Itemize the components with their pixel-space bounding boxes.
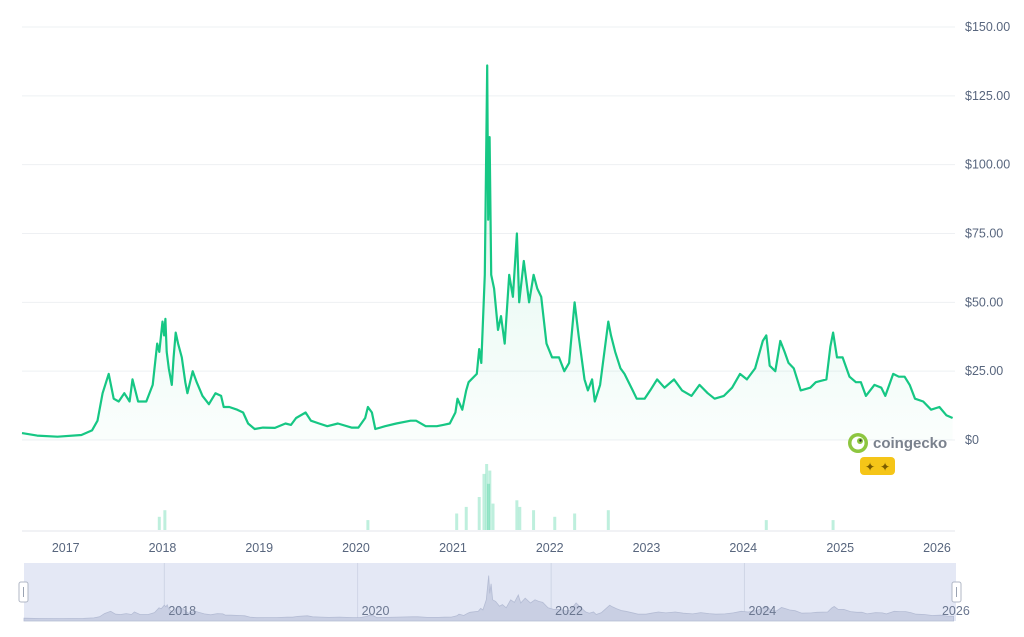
volume-bar [532,510,536,530]
navigator-labels: 2018 2020 2022 2024 2026 [168,604,970,618]
navigator-mini-chart [23,575,954,622]
x-tick-label: 2023 [633,541,661,555]
x-tick-label: 2025 [826,541,854,555]
x-tick-label: 2019 [245,541,273,555]
volume-bar [477,497,481,530]
volume-bar [573,513,577,530]
navigator-tick-label: 2024 [748,604,776,618]
price-line [21,64,954,438]
volume-bar [487,483,490,530]
x-tick-label: 2021 [439,541,467,555]
volume-bar [488,470,492,530]
price-line-layer [21,64,954,438]
y-tick-label: $0 [965,433,979,447]
x-tick-label: 2018 [149,541,177,555]
y-tick-label: $150.00 [965,20,1010,34]
x-axis-labels: 2017 2018 2019 2020 2021 2022 2023 2024 2025 2026 [22,530,955,555]
volume-bar [485,464,489,530]
y-tick-label: $100.00 [965,158,1010,172]
y-tick-label: $125.00 [965,89,1010,103]
gecko-logo-icon [848,433,868,453]
volume-bar [606,510,610,530]
y-tick-label: $75.00 [965,227,1003,241]
x-tick-label: 2026 [923,541,951,555]
svg-text:✦: ✦ [880,460,890,474]
x-tick-label: 2024 [729,541,757,555]
x-tick-label: 2022 [536,541,564,555]
volume-bar [831,520,835,530]
volume-bar [366,520,370,530]
navigator-right-handle[interactable] [951,581,962,603]
volume-bar [464,506,468,530]
navigator-tick-label: 2022 [555,604,583,618]
x-tick-label: 2020 [342,541,370,555]
volume-bar [515,500,519,530]
volume-bar [764,520,768,530]
volume-bar [163,510,167,530]
volume-bar [491,503,495,530]
price-area-fill [22,65,953,440]
y-tick-label: $50.00 [965,295,1003,309]
volume-bar [157,516,161,530]
y-axis-labels: $0 $25.00 $50.00 $75.00 $100.00 $125.00 $150.0… [965,20,1010,447]
price-area [22,65,953,440]
coingecko-brand-text: coingecko [873,435,947,452]
volume-bar [518,506,522,530]
svg-text:✦: ✦ [865,460,875,474]
navigator-tick-label: 2018 [168,604,196,618]
volume-bar [553,516,557,530]
coingecko-watermark: coingecko ✦ ✦ [848,433,947,475]
y-tick-label: $25.00 [965,364,1003,378]
navigator-tick-label: 2020 [362,604,390,618]
volume-bar [482,473,486,530]
navigator-series [23,575,954,622]
volume-bars [157,464,835,530]
navigator-tick-label: 2026 [942,604,970,618]
sparkle-icon: ✦ ✦ [860,457,895,475]
navigator-left-handle[interactable] [18,581,29,603]
x-tick-label: 2017 [52,541,80,555]
volume-bar [455,513,459,530]
range-navigator[interactable]: 2018 2020 2022 2024 2026 [18,563,970,622]
